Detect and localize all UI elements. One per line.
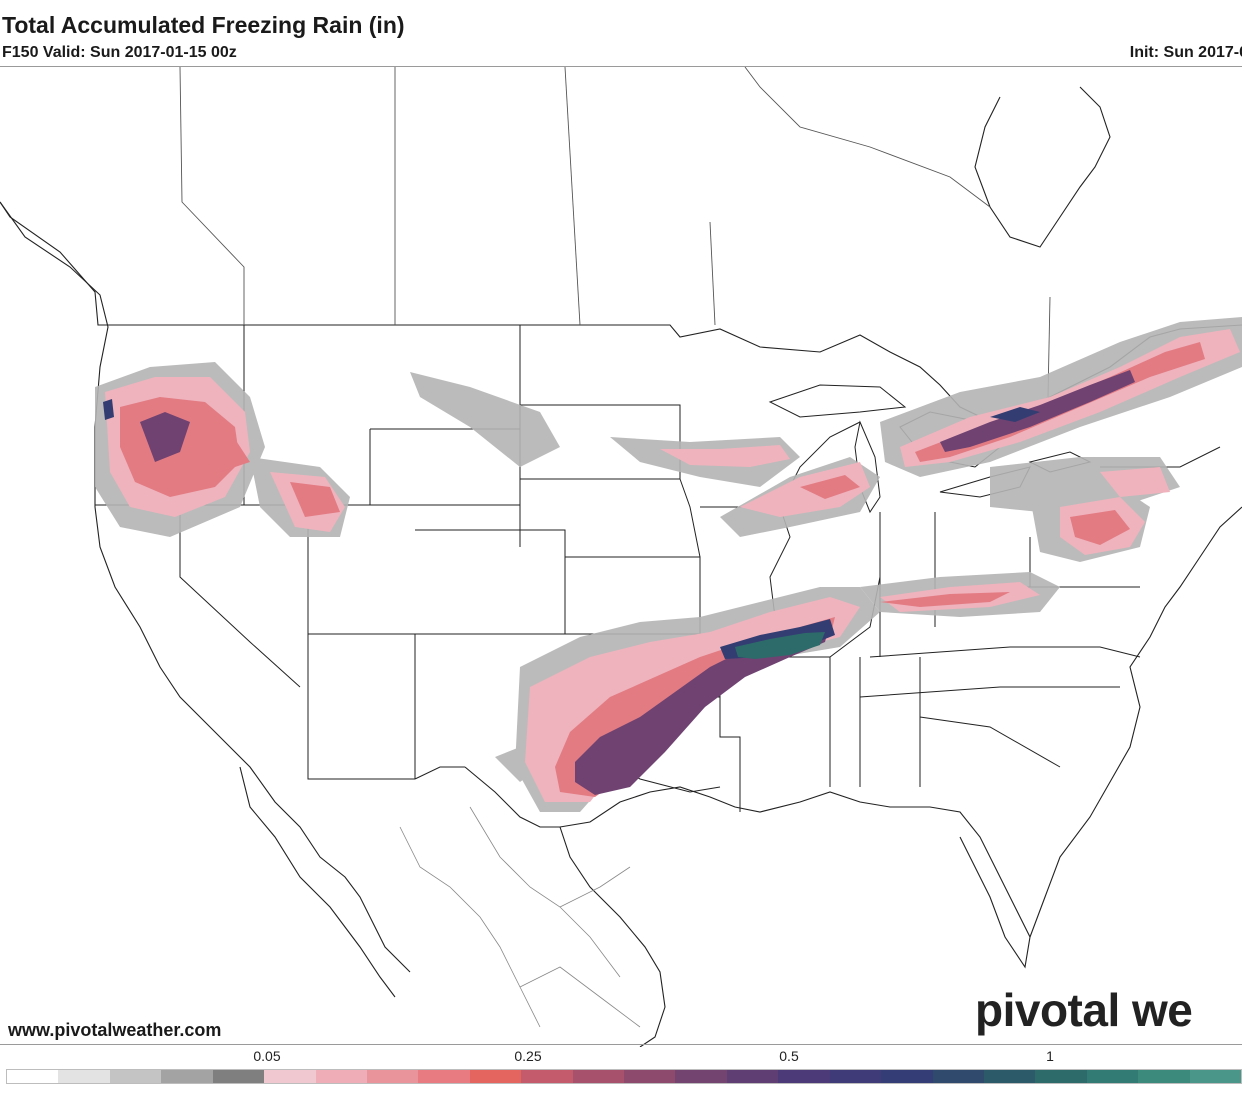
legend-swatch xyxy=(469,1070,522,1083)
legend-swatch xyxy=(315,1070,367,1083)
legend-swatch xyxy=(829,1070,882,1083)
legend-swatch xyxy=(1035,1070,1087,1083)
pacific-coast xyxy=(0,201,411,973)
province-lines xyxy=(179,67,1051,398)
legend-swatch xyxy=(778,1070,830,1083)
legend-swatch xyxy=(366,1070,419,1083)
country-outlines xyxy=(0,86,1242,1047)
legend-swatch xyxy=(1086,1070,1139,1083)
baja-peninsula xyxy=(239,766,396,998)
pivotal-weather-logo: pivotal we xyxy=(975,984,1193,1036)
atlantic-coast xyxy=(1029,506,1242,938)
legend-swatch xyxy=(726,1070,779,1083)
legend-swatch xyxy=(521,1070,573,1083)
precip-bands xyxy=(95,317,1242,812)
color-legend: 0.05 0.25 0.5 1 xyxy=(0,1044,1242,1095)
freezing-rain-map xyxy=(0,66,1242,1047)
legend-swatch xyxy=(418,1070,470,1083)
legend-tick: 0.5 xyxy=(779,1048,799,1064)
legend-swatch xyxy=(572,1070,625,1083)
hudson-bay xyxy=(974,86,1111,248)
legend-swatch xyxy=(58,1070,110,1083)
legend-swatch xyxy=(212,1070,265,1083)
legend-tick: 0.05 xyxy=(253,1048,281,1064)
legend-swatch xyxy=(675,1070,727,1083)
legend-color-bar xyxy=(6,1069,1242,1084)
mexico-coast xyxy=(559,826,666,1047)
valid-time: F150 Valid: Sun 2017-01-15 00z xyxy=(2,44,237,61)
legend-swatch xyxy=(1138,1070,1190,1083)
legend-swatch xyxy=(1189,1070,1242,1083)
legend-tick: 0.25 xyxy=(514,1048,542,1064)
legend-swatch xyxy=(881,1070,933,1083)
legend-swatch xyxy=(984,1070,1036,1083)
legend-swatch xyxy=(932,1070,985,1083)
legend-swatch xyxy=(624,1070,676,1083)
gulf-coast xyxy=(464,766,1031,969)
map-title: Total Accumulated Freezing Rain (in) xyxy=(2,12,405,38)
legend-tick: 1 xyxy=(1046,1048,1054,1064)
mexico-state-lines xyxy=(399,806,641,1028)
legend-swatch xyxy=(109,1070,162,1083)
init-time: Init: Sun 2017-0 xyxy=(1129,44,1242,61)
map-svg xyxy=(0,67,1242,1047)
legend-swatch xyxy=(264,1070,316,1083)
website-url: www.pivotalweather.com xyxy=(8,1020,222,1040)
legend-swatch xyxy=(161,1070,213,1083)
legend-swatch xyxy=(7,1070,59,1083)
